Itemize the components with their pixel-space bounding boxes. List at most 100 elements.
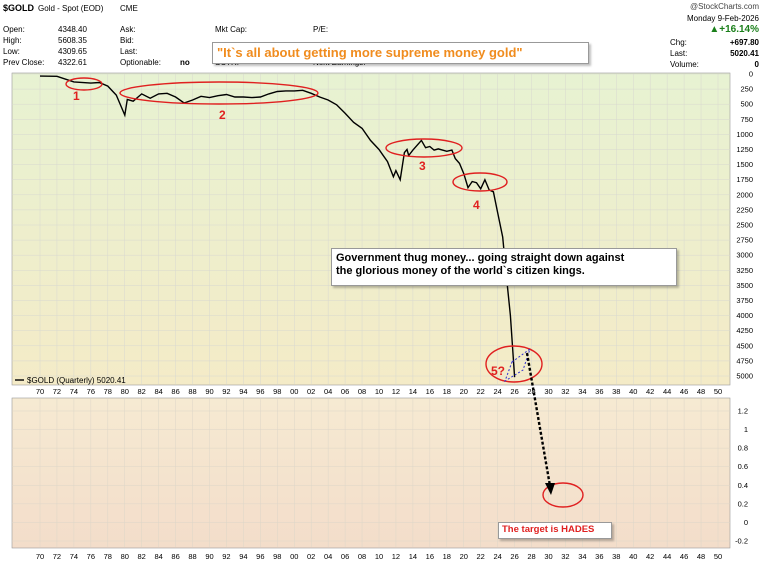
- x-tick-label-bottom: 16: [426, 552, 434, 561]
- headline-text: "It`s all about getting more supreme mon…: [217, 45, 523, 60]
- x-tick-label-top: 82: [138, 387, 146, 396]
- y-tick-label-main: 750: [740, 115, 753, 124]
- y-tick-label-main: 4500: [736, 341, 753, 350]
- x-tick-label-bottom: 80: [121, 552, 129, 561]
- x-tick-label-top: 72: [53, 387, 61, 396]
- x-tick-label-bottom: 90: [205, 552, 213, 561]
- watermark: @StockCharts.com: [689, 2, 759, 11]
- optionable-value: no: [180, 58, 190, 67]
- y-tick-label-main: 2250: [736, 205, 753, 214]
- optionable-label: Optionable:: [120, 58, 161, 67]
- annotation-ellipse-5: [485, 345, 543, 383]
- x-tick-label-bottom: 00: [290, 552, 298, 561]
- main-panel-bg: [11, 72, 731, 386]
- projection-arrow-head: [545, 483, 555, 495]
- target-box: The target is HADES: [498, 522, 612, 539]
- x-tick-label-bottom: 94: [239, 552, 247, 561]
- x-tick-label-top: 90: [205, 387, 213, 396]
- annotation-label-5: 5?: [491, 364, 505, 378]
- x-tick-label-top: 30: [544, 387, 552, 396]
- x-tick-label-bottom: 88: [188, 552, 196, 561]
- dashed-projection-box: [504, 347, 531, 383]
- x-tick-label-top: 32: [561, 387, 569, 396]
- volume-value: 0: [754, 60, 759, 69]
- annotation-label-3: 3: [419, 159, 426, 173]
- y-tick-label-main: 2750: [736, 236, 753, 245]
- y-tick-label-low: 0: [744, 518, 748, 527]
- chg-value: +697.80: [729, 38, 759, 47]
- x-tick-label-bottom: 38: [612, 552, 620, 561]
- x-tick-label-top: 94: [239, 387, 247, 396]
- x-tick-label-bottom: 78: [104, 552, 112, 561]
- last-price-label: Last:: [670, 49, 688, 58]
- open-label: Open:: [3, 25, 25, 34]
- last-price-value: 5020.41: [730, 49, 759, 58]
- x-tick-label-top: 38: [612, 387, 620, 396]
- x-tick-label-top: 08: [358, 387, 366, 396]
- commentary-line-1: Government thug money... going straight …: [336, 252, 625, 264]
- x-tick-label-top: 34: [578, 387, 586, 396]
- symbol: $GOLD: [3, 3, 35, 13]
- x-tick-label-bottom: 04: [324, 552, 332, 561]
- x-tick-label-bottom: 10: [375, 552, 383, 561]
- y-tick-label-main: 4250: [736, 326, 753, 335]
- x-tick-label-bottom: 34: [578, 552, 586, 561]
- lower-panel-bg: [11, 397, 731, 549]
- x-tick-label-top: 06: [341, 387, 349, 396]
- x-tick-label-bottom: 18: [443, 552, 451, 561]
- x-tick-label-top: 24: [493, 387, 501, 396]
- bid-label: Bid:: [120, 36, 134, 45]
- y-tick-label-main: 2500: [736, 221, 753, 230]
- chg-label: Chg:: [670, 38, 687, 47]
- x-tick-label-bottom: 40: [629, 552, 637, 561]
- x-tick-label-bottom: 48: [697, 552, 705, 561]
- x-tick-label-top: 92: [222, 387, 230, 396]
- y-tick-label-low: 0.2: [738, 499, 748, 508]
- annotation-ellipse-1: [65, 77, 103, 91]
- x-tick-label-top: 26: [510, 387, 518, 396]
- y-tick-label-main: 3250: [736, 266, 753, 275]
- y-tick-label-low: 0.4: [738, 481, 748, 490]
- low-label: Low:: [3, 47, 20, 56]
- pe-label: P/E:: [313, 25, 329, 34]
- prev-close-value: 4322.61: [58, 58, 87, 67]
- x-tick-label-bottom: 20: [460, 552, 468, 561]
- x-tick-label-top: 46: [680, 387, 688, 396]
- ask-label: Ask:: [120, 25, 136, 34]
- x-tick-label-bottom: 82: [138, 552, 146, 561]
- annotation-ellipse-4: [452, 172, 508, 192]
- x-tick-label-bottom: 84: [154, 552, 162, 561]
- x-tick-label-bottom: 22: [477, 552, 485, 561]
- gold-price-line: [39, 75, 516, 378]
- y-tick-label-main: 1000: [736, 130, 753, 139]
- x-tick-label-top: 96: [256, 387, 264, 396]
- x-tick-label-bottom: 30: [544, 552, 552, 561]
- low-value: 4309.65: [58, 47, 87, 56]
- x-tick-label-bottom: 42: [646, 552, 654, 561]
- date-label: Monday 9-Feb-2026: [686, 14, 759, 23]
- annotation-ellipse-target: [542, 482, 584, 508]
- volume-label: Volume:: [670, 60, 699, 69]
- x-tick-label-top: 10: [375, 387, 383, 396]
- x-tick-label-bottom: 12: [392, 552, 400, 561]
- commentary-box: Government thug money... going straight …: [331, 248, 677, 286]
- x-tick-label-bottom: 24: [493, 552, 501, 561]
- x-tick-label-top: 12: [392, 387, 400, 396]
- annotation-label-2: 2: [219, 108, 226, 122]
- y-tick-label-main: 3500: [736, 281, 753, 290]
- x-tick-label-bottom: 06: [341, 552, 349, 561]
- y-tick-label-main: 1750: [736, 175, 753, 184]
- x-tick-label-top: 14: [409, 387, 417, 396]
- annotation-label-4: 4: [473, 198, 480, 212]
- high-label: High:: [3, 36, 22, 45]
- x-tick-label-top: 42: [646, 387, 654, 396]
- exchange: CME: [120, 4, 138, 13]
- x-tick-label-bottom: 28: [527, 552, 535, 561]
- x-tick-label-bottom: 92: [222, 552, 230, 561]
- x-tick-label-top: 28: [527, 387, 535, 396]
- legend-label: $GOLD (Quarterly) 5020.41: [27, 376, 126, 385]
- x-tick-label-top: 76: [87, 387, 95, 396]
- y-tick-label-main: 1500: [736, 160, 753, 169]
- x-tick-label-top: 02: [307, 387, 315, 396]
